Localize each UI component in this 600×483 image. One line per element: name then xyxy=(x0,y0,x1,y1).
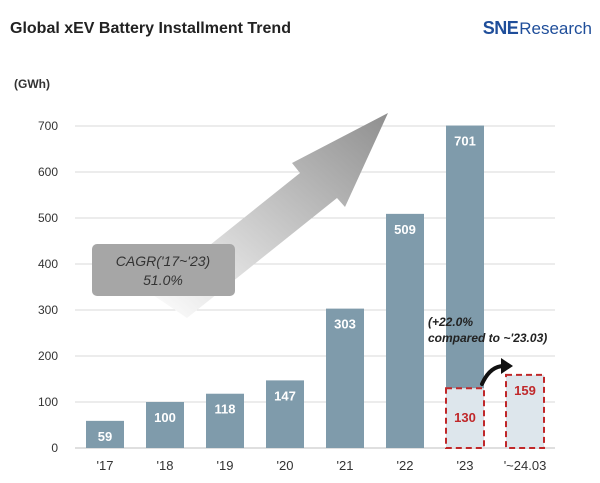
data-label: 130 xyxy=(454,410,476,425)
bar xyxy=(326,308,364,448)
y-tick-label: 0 xyxy=(51,441,58,455)
x-tick-label: '21 xyxy=(337,458,354,473)
data-label: 701 xyxy=(454,134,476,149)
y-tick-label: 400 xyxy=(38,257,58,271)
y-tick-label: 300 xyxy=(38,303,58,317)
bar xyxy=(86,420,124,448)
y-tick-label: 200 xyxy=(38,349,58,363)
y-tick-label: 500 xyxy=(38,211,58,225)
curved-arrow-head-icon xyxy=(501,358,513,374)
growth-annotation: (+22.0% xyxy=(428,315,473,329)
data-label: 59 xyxy=(98,429,112,444)
data-label: 147 xyxy=(274,388,296,403)
bar xyxy=(206,393,244,448)
x-axis-ticks: '17 '18 '19 '20 '21 '22 '23 '~24.03 xyxy=(97,458,547,473)
y-tick-label: 700 xyxy=(38,119,58,133)
logo-research: Research xyxy=(519,19,592,38)
sne-research-logo: SNEResearch xyxy=(483,18,592,39)
bar xyxy=(266,380,304,448)
y-axis-ticks: 0 100 200 300 400 500 600 700 xyxy=(38,119,58,455)
x-tick-label: '18 xyxy=(157,458,174,473)
growth-annotation-detail: compared to ~'23.03) xyxy=(428,331,547,345)
annotations: CAGR('17~'23) 51.0% (+22.0% compared to ~'2… xyxy=(92,244,547,386)
bar xyxy=(146,402,184,448)
x-tick-label: '22 xyxy=(397,458,414,473)
bar-partial-2024 xyxy=(505,373,545,449)
x-tick-label: '17 xyxy=(97,458,114,473)
x-tick-label: '23 xyxy=(457,458,474,473)
bars: 59 100 118 147 303 509 701 159 130 xyxy=(86,125,545,450)
cagr-label: CAGR('17~'23) xyxy=(116,253,210,269)
bar-partial-2023 xyxy=(445,387,485,450)
data-label: 100 xyxy=(154,410,176,425)
y-tick-label: 100 xyxy=(38,395,58,409)
y-tick-label: 600 xyxy=(38,165,58,179)
data-label: 509 xyxy=(394,222,416,237)
logo-sne: SNE xyxy=(482,18,519,38)
curved-arrow-icon xyxy=(480,364,506,386)
x-tick-label: '19 xyxy=(217,458,234,473)
y-axis-label: (GWh) xyxy=(14,77,50,91)
data-label: 118 xyxy=(215,402,236,417)
data-label: 159 xyxy=(514,383,536,398)
cagr-box xyxy=(92,244,235,296)
bar xyxy=(386,213,424,448)
chart-title: Global xEV Battery Installment Trend xyxy=(10,20,291,37)
cagr-value: 51.0% xyxy=(143,272,183,288)
x-tick-label: '~24.03 xyxy=(504,458,547,473)
x-tick-label: '20 xyxy=(277,458,294,473)
data-label: 303 xyxy=(334,317,356,332)
